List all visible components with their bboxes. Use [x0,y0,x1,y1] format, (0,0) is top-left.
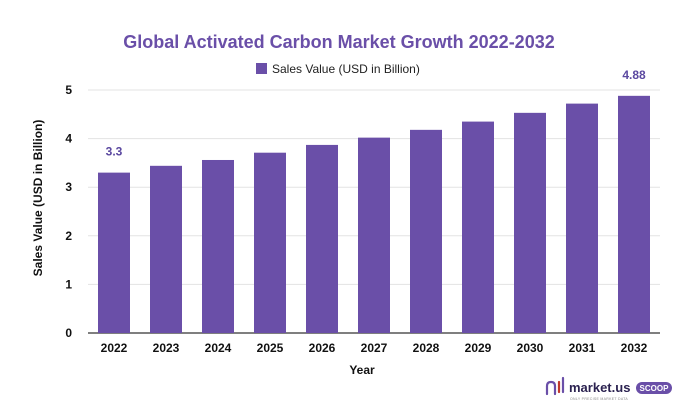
data-label: 3.3 [106,145,123,159]
chart-title: Global Activated Carbon Market Growth 20… [123,32,554,52]
brand-badge [636,382,672,394]
legend: Sales Value (USD in Billion) [256,62,420,76]
legend-label: Sales Value (USD in Billion) [272,62,420,76]
x-tick-label: 2023 [153,341,180,355]
y-tick-label: 4 [65,132,72,146]
bar [98,172,130,333]
x-tick-label: 2024 [205,341,232,355]
x-tick-label: 2022 [101,341,128,355]
x-tick-label: 2026 [309,341,336,355]
bars [98,95,650,333]
y-tick-label: 1 [65,277,72,291]
y-tick-label: 2 [65,229,72,243]
x-tick-label: 2025 [257,341,284,355]
x-tick-label: 2029 [465,341,492,355]
logo-mark-icon [545,376,565,396]
brand-name: market.us [569,380,630,395]
brand-logo: market.us SCOOP ONLY PRECISE MARKET DATA [545,376,672,401]
y-tick-label: 3 [65,180,72,194]
x-tick-label: 2028 [413,341,440,355]
legend-swatch [256,63,267,74]
bar [202,159,234,333]
brand-tagline: ONLY PRECISE MARKET DATA [570,397,628,401]
y-tick-label: 0 [65,326,72,340]
y-axis-label: Sales Value (USD in Billion) [31,120,45,277]
bar [514,112,546,333]
y-axis-ticks: 0 1 2 3 4 5 [65,83,72,340]
brand-badge-text: SCOOP [640,384,670,393]
x-axis-ticks: 2022 2023 2024 2025 2026 2027 2028 2029 2030 2031… [101,341,648,355]
y-tick-label: 5 [65,83,72,97]
x-tick-label: 2032 [621,341,648,355]
bar [462,121,494,333]
bar [358,137,390,333]
bar [306,144,338,333]
bar [566,103,598,333]
x-axis-label: Year [349,363,375,377]
data-labels: 3.3 4.88 [106,68,646,159]
data-label: 4.88 [622,68,646,82]
bar [150,165,182,333]
x-tick-label: 2027 [361,341,388,355]
x-tick-label: 2030 [517,341,544,355]
bar [618,95,650,333]
x-tick-label: 2031 [569,341,596,355]
bar [410,129,442,333]
bar [254,152,286,333]
